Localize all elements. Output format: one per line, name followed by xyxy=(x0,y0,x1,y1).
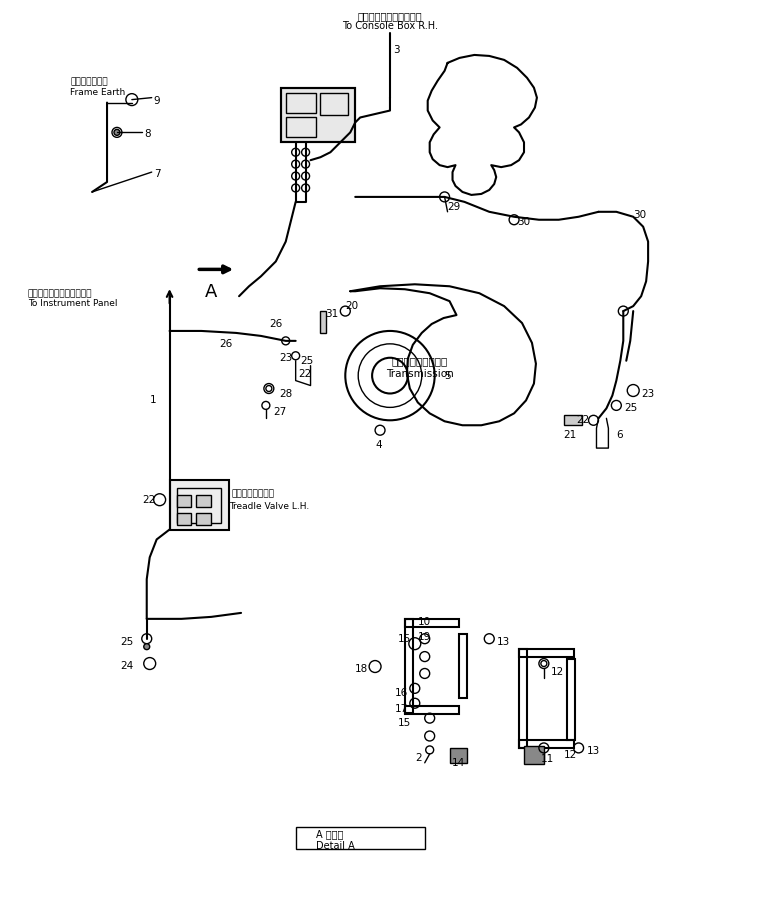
Text: Frame Earth: Frame Earth xyxy=(70,88,125,97)
Bar xyxy=(320,311,327,333)
Circle shape xyxy=(114,129,120,136)
Text: 6: 6 xyxy=(616,431,623,440)
Text: トレドルバルブ左: トレドルバルブ左 xyxy=(231,490,274,499)
Text: 25: 25 xyxy=(300,356,314,366)
Text: 27: 27 xyxy=(272,408,286,418)
Text: 7: 7 xyxy=(154,169,160,179)
Text: 5: 5 xyxy=(444,371,451,381)
Text: 20: 20 xyxy=(345,301,358,311)
Bar xyxy=(519,740,574,748)
Text: 23: 23 xyxy=(279,353,292,362)
Text: To Console Box R.H.: To Console Box R.H. xyxy=(342,21,438,31)
Text: 25: 25 xyxy=(120,637,133,646)
Bar xyxy=(519,649,527,748)
Bar xyxy=(281,88,355,142)
Text: 24: 24 xyxy=(120,660,133,670)
Bar xyxy=(519,649,574,656)
Bar xyxy=(563,415,581,425)
Bar xyxy=(176,488,221,523)
Text: Transmission: Transmission xyxy=(386,369,454,379)
Text: 22: 22 xyxy=(299,369,312,379)
Bar xyxy=(176,495,191,507)
Text: 12: 12 xyxy=(551,667,564,677)
Bar xyxy=(460,633,467,698)
Text: フレームアース: フレームアース xyxy=(70,77,108,87)
Text: 4: 4 xyxy=(375,440,382,450)
Text: 9: 9 xyxy=(154,96,160,106)
Text: コンソールボックス右へ: コンソールボックス右へ xyxy=(358,11,423,21)
Bar xyxy=(405,619,413,714)
Bar xyxy=(286,117,316,137)
Text: 18: 18 xyxy=(355,664,368,674)
Text: 15: 15 xyxy=(398,718,411,728)
Text: 16: 16 xyxy=(395,689,408,698)
Text: 8: 8 xyxy=(144,129,150,139)
Bar xyxy=(296,827,425,849)
Text: 30: 30 xyxy=(517,217,530,227)
Text: 3: 3 xyxy=(393,45,399,55)
Bar xyxy=(176,513,191,525)
Text: A 詳細図
Detail A: A 詳細図 Detail A xyxy=(316,829,354,851)
Text: 29: 29 xyxy=(447,202,461,212)
Text: 1: 1 xyxy=(149,396,156,406)
Bar xyxy=(450,748,467,762)
Text: 21: 21 xyxy=(563,431,577,440)
Text: 28: 28 xyxy=(279,388,292,398)
Text: 10: 10 xyxy=(418,617,431,627)
Bar xyxy=(405,706,460,715)
Text: To Instrument Panel: To Instrument Panel xyxy=(28,299,117,308)
Text: インスツルメントパネルへ: インスツルメントパネルへ xyxy=(28,290,92,298)
Text: 22: 22 xyxy=(577,415,590,425)
Text: Treadle Valve L.H.: Treadle Valve L.H. xyxy=(229,502,310,511)
Bar xyxy=(197,513,211,525)
Text: 13: 13 xyxy=(497,637,511,646)
Text: 17: 17 xyxy=(395,704,408,715)
Text: 2: 2 xyxy=(415,753,421,762)
Text: 23: 23 xyxy=(641,388,654,398)
Bar xyxy=(281,88,355,142)
Bar xyxy=(286,93,316,112)
Text: トランスミッション: トランスミッション xyxy=(392,356,448,366)
Bar xyxy=(320,93,348,114)
Text: 31: 31 xyxy=(325,309,339,319)
Text: 11: 11 xyxy=(541,754,554,764)
Bar xyxy=(524,746,544,763)
Text: 26: 26 xyxy=(269,319,282,329)
Text: 22: 22 xyxy=(142,495,155,504)
Text: 12: 12 xyxy=(563,750,577,760)
Bar xyxy=(197,495,211,507)
Bar xyxy=(170,479,229,529)
Bar xyxy=(567,658,574,740)
Text: 26: 26 xyxy=(219,339,232,349)
Text: 14: 14 xyxy=(451,758,464,768)
Text: 25: 25 xyxy=(625,404,638,413)
Text: 19: 19 xyxy=(418,632,431,642)
Bar xyxy=(405,619,460,627)
Text: 15: 15 xyxy=(398,633,411,644)
Circle shape xyxy=(144,644,149,650)
Text: A: A xyxy=(205,283,217,301)
Text: 13: 13 xyxy=(587,746,600,756)
Text: 30: 30 xyxy=(633,210,646,219)
